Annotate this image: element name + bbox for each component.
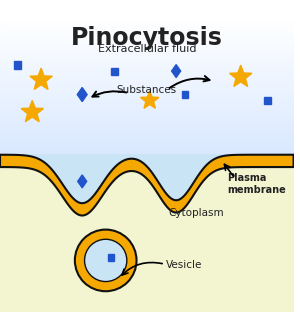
Bar xyxy=(0,70,294,73)
Bar xyxy=(14,61,21,69)
Bar xyxy=(0,79,294,82)
Bar xyxy=(0,106,294,109)
Bar xyxy=(0,138,294,141)
Bar xyxy=(0,81,294,84)
Bar xyxy=(0,131,294,134)
Text: Extracellular fluid: Extracellular fluid xyxy=(98,44,196,54)
Bar xyxy=(0,54,294,57)
Bar xyxy=(0,90,294,93)
Bar xyxy=(0,122,294,125)
Bar xyxy=(0,43,294,46)
Bar xyxy=(0,149,294,152)
Bar xyxy=(0,102,294,105)
Text: Substances: Substances xyxy=(117,85,177,95)
Bar xyxy=(0,50,294,52)
Bar xyxy=(0,72,294,75)
Circle shape xyxy=(85,239,127,281)
Bar xyxy=(0,83,294,86)
Bar xyxy=(0,120,294,123)
Bar xyxy=(0,63,294,66)
Bar xyxy=(0,65,294,68)
Polygon shape xyxy=(140,91,159,108)
Bar xyxy=(0,95,294,98)
Bar xyxy=(0,104,294,107)
Bar xyxy=(0,40,294,43)
Bar xyxy=(0,93,294,96)
Bar xyxy=(0,152,294,155)
Polygon shape xyxy=(77,87,87,102)
Bar xyxy=(0,75,294,77)
Bar xyxy=(0,29,294,32)
Polygon shape xyxy=(172,65,181,78)
Bar xyxy=(0,141,294,143)
Circle shape xyxy=(75,230,136,291)
Bar xyxy=(0,27,294,30)
Bar xyxy=(0,145,294,148)
Bar xyxy=(0,155,294,312)
Polygon shape xyxy=(121,155,231,213)
Polygon shape xyxy=(230,65,252,86)
Bar xyxy=(0,143,294,146)
Bar xyxy=(0,56,294,59)
Bar xyxy=(0,86,294,89)
Bar xyxy=(0,109,294,112)
Bar xyxy=(0,77,294,80)
Bar xyxy=(0,17,294,20)
Polygon shape xyxy=(21,155,144,215)
Text: Plasma
membrane: Plasma membrane xyxy=(227,173,286,195)
Bar xyxy=(0,38,294,41)
Bar xyxy=(0,97,294,100)
Bar xyxy=(0,22,294,25)
Text: Pinocytosis: Pinocytosis xyxy=(71,25,223,50)
Bar xyxy=(0,61,294,64)
Bar xyxy=(0,47,294,50)
Bar xyxy=(0,113,294,116)
Bar xyxy=(0,111,294,114)
Bar xyxy=(0,59,294,61)
Bar xyxy=(0,136,294,139)
Bar xyxy=(264,97,271,104)
Bar xyxy=(0,147,294,150)
Text: Cytoplasm: Cytoplasm xyxy=(169,209,224,218)
Bar xyxy=(0,20,294,23)
Bar xyxy=(0,124,294,127)
Bar xyxy=(111,68,118,75)
Bar xyxy=(0,31,294,34)
Bar xyxy=(0,127,294,130)
Polygon shape xyxy=(30,68,52,89)
Bar xyxy=(0,24,294,27)
Text: Vesicle: Vesicle xyxy=(166,260,202,270)
Bar xyxy=(0,100,294,102)
Bar xyxy=(0,115,294,118)
Polygon shape xyxy=(78,175,87,188)
Polygon shape xyxy=(0,155,294,215)
Bar xyxy=(0,134,294,137)
Bar xyxy=(0,129,294,132)
Bar xyxy=(0,36,294,39)
Bar xyxy=(0,34,294,36)
Polygon shape xyxy=(21,100,44,122)
Bar xyxy=(182,91,188,98)
Bar xyxy=(108,254,114,261)
Bar xyxy=(0,68,294,71)
Bar xyxy=(0,118,294,120)
Bar xyxy=(0,52,294,55)
Bar xyxy=(0,45,294,48)
Bar xyxy=(0,88,294,91)
